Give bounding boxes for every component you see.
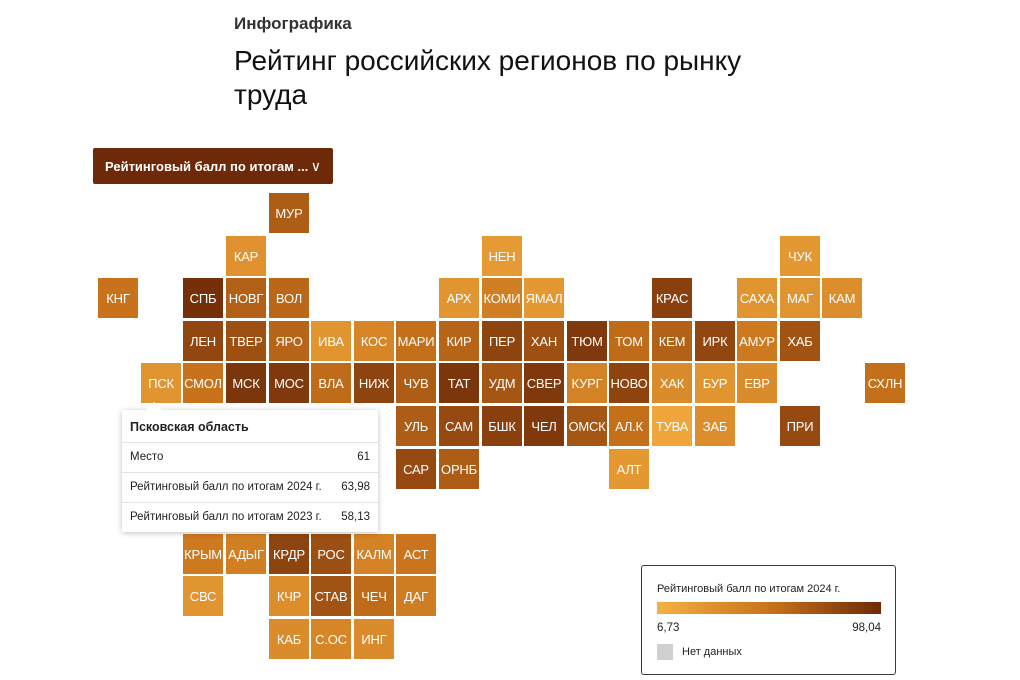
region-tile-удм[interactable]: УДМ (482, 363, 522, 403)
region-tile-ямал[interactable]: ЯМАЛ (524, 278, 564, 318)
region-tile-тува[interactable]: ТУВА (652, 406, 692, 446)
region-tile-схлн[interactable]: СХЛН (865, 363, 905, 403)
tooltip-row-value: 63,98 (341, 481, 370, 493)
region-tile-ново[interactable]: НОВО (609, 363, 649, 403)
region-tile-вла[interactable]: ВЛА (311, 363, 351, 403)
tooltip-row-label: Место (130, 451, 164, 463)
tooltip-row-value: 58,13 (341, 511, 370, 523)
region-tile-бшк[interactable]: БШК (482, 406, 522, 446)
metric-dropdown[interactable]: Рейтинговый балл по итогам ... ∨ (93, 148, 333, 184)
kicker-label: Инфографика (234, 14, 352, 33)
region-tile-мари[interactable]: МАРИ (396, 321, 436, 361)
region-tile-мос[interactable]: МОС (269, 363, 309, 403)
region-tile-аст[interactable]: АСТ (396, 534, 436, 574)
region-tile-заб[interactable]: ЗАБ (695, 406, 735, 446)
region-tile-каб[interactable]: КАБ (269, 619, 309, 659)
tooltip-row-rank: Место 61 (122, 443, 378, 473)
region-tile-тюм[interactable]: ТЮМ (567, 321, 607, 361)
tooltip-row-score-2023: Рейтинговый балл по итогам 2023 г. 58,13 (122, 503, 378, 532)
region-tile-алт[interactable]: АЛТ (609, 449, 649, 489)
region-tile-кар[interactable]: КАР (226, 236, 266, 276)
legend-title: Рейтинговый балл по итогам 2024 г. (657, 583, 841, 595)
region-tile-пск[interactable]: ПСК (141, 363, 181, 403)
region-tile-ива[interactable]: ИВА (311, 321, 351, 361)
region-tile-чеч[interactable]: ЧЕЧ (354, 576, 394, 616)
tooltip-row-label: Рейтинговый балл по итогам 2023 г. (130, 511, 322, 523)
region-tile-кос[interactable]: КОС (354, 321, 394, 361)
region-tile-ниж[interactable]: НИЖ (354, 363, 394, 403)
region-tile-при[interactable]: ПРИ (780, 406, 820, 446)
tooltip-region-name: Псковская область (122, 410, 378, 443)
region-tile-адыг[interactable]: АДЫГ (226, 534, 266, 574)
region-tile-рос[interactable]: РОС (311, 534, 351, 574)
tooltip-row-score-2024: Рейтинговый балл по итогам 2024 г. 63,98 (122, 473, 378, 503)
region-tile-крас[interactable]: КРАС (652, 278, 692, 318)
region-tile-тат[interactable]: ТАТ (439, 363, 479, 403)
region-tile-кург[interactable]: КУРГ (567, 363, 607, 403)
legend-gradient-bar (657, 602, 881, 614)
region-tile-кам[interactable]: КАМ (822, 278, 862, 318)
metric-dropdown-label: Рейтинговый балл по итогам ... (105, 158, 309, 174)
region-tile-ирк[interactable]: ИРК (695, 321, 735, 361)
region-tile-твер[interactable]: ТВЕР (226, 321, 266, 361)
region-tile-спб[interactable]: СПБ (183, 278, 223, 318)
region-tile-инг[interactable]: ИНГ (354, 619, 394, 659)
region-tile-крым[interactable]: КРЫМ (183, 534, 223, 574)
region-tile-смол[interactable]: СМОЛ (183, 363, 223, 403)
region-tile-яро[interactable]: ЯРО (269, 321, 309, 361)
region-tile-саха[interactable]: САХА (737, 278, 777, 318)
region-tile-кчр[interactable]: КЧР (269, 576, 309, 616)
region-tile-сар[interactable]: САР (396, 449, 436, 489)
region-tile-бур[interactable]: БУР (695, 363, 735, 403)
region-tile-хак[interactable]: ХАК (652, 363, 692, 403)
region-tile-сам[interactable]: САМ (439, 406, 479, 446)
region-tile-кем[interactable]: КЕМ (652, 321, 692, 361)
region-tile-крдр[interactable]: КРДР (269, 534, 309, 574)
region-tile-коми[interactable]: КОМИ (482, 278, 522, 318)
region-tile-хаб[interactable]: ХАБ (780, 321, 820, 361)
region-tile-чув[interactable]: ЧУВ (396, 363, 436, 403)
legend-min-label: 6,73 (657, 622, 680, 634)
region-tile-с.ос[interactable]: С.ОС (311, 619, 351, 659)
color-legend: Рейтинговый балл по итогам 2024 г. 6,73 … (641, 565, 896, 675)
region-tile-нен[interactable]: НЕН (482, 236, 522, 276)
region-tile-мск[interactable]: МСК (226, 363, 266, 403)
region-tile-чел[interactable]: ЧЕЛ (524, 406, 564, 446)
region-tile-арх[interactable]: АРХ (439, 278, 479, 318)
chevron-down-icon: ∨ (310, 157, 321, 174)
region-tile-уль[interactable]: УЛЬ (396, 406, 436, 446)
region-tile-ал.к[interactable]: АЛ.К (609, 406, 649, 446)
region-tile-свер[interactable]: СВЕР (524, 363, 564, 403)
region-tile-амур[interactable]: АМУР (737, 321, 777, 361)
tooltip-row-label: Рейтинговый балл по итогам 2024 г. (130, 481, 322, 493)
region-tile-став[interactable]: СТАВ (311, 576, 351, 616)
region-tooltip: Псковская область Место 61 Рейтинговый б… (122, 402, 378, 532)
region-tile-евр[interactable]: ЕВР (737, 363, 777, 403)
region-tile-омск[interactable]: ОМСК (567, 406, 607, 446)
region-tile-пер[interactable]: ПЕР (482, 321, 522, 361)
region-tile-свс[interactable]: СВС (183, 576, 223, 616)
region-tile-том[interactable]: ТОМ (609, 321, 649, 361)
region-tile-кир[interactable]: КИР (439, 321, 479, 361)
region-tile-чук[interactable]: ЧУК (780, 236, 820, 276)
region-tile-кнг[interactable]: КНГ (98, 278, 138, 318)
tooltip-row-value: 61 (357, 451, 370, 463)
region-tile-новг[interactable]: НОВГ (226, 278, 266, 318)
legend-max-label: 98,04 (852, 622, 881, 634)
region-tile-мур[interactable]: МУР (269, 193, 309, 233)
page-title: Рейтинг российских регионов по рынку тру… (234, 45, 742, 110)
region-tile-маг[interactable]: МАГ (780, 278, 820, 318)
region-tile-вол[interactable]: ВОЛ (269, 278, 309, 318)
region-tile-калм[interactable]: КАЛМ (354, 534, 394, 574)
region-tile-хан[interactable]: ХАН (524, 321, 564, 361)
region-tile-лен[interactable]: ЛЕН (183, 321, 223, 361)
legend-no-data-swatch (657, 644, 673, 660)
region-tile-орнб[interactable]: ОРНБ (439, 449, 479, 489)
region-tile-даг[interactable]: ДАГ (396, 576, 436, 616)
legend-no-data-label: Нет данных (682, 646, 742, 658)
